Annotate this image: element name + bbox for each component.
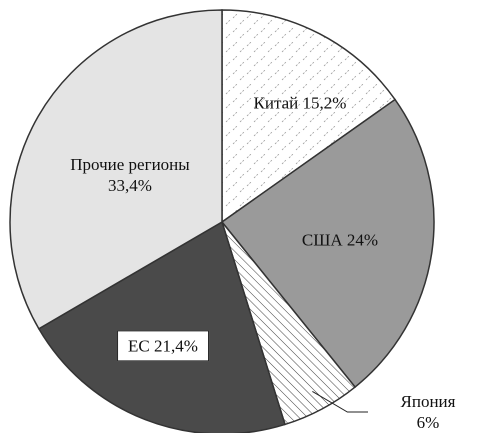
slice-label: Китай 15,2%: [254, 92, 347, 113]
slice-label: Прочие регионы 33,4%: [65, 154, 195, 197]
value-label: 6%: [416, 413, 440, 432]
value-label: 33,4%: [108, 176, 152, 195]
value-label: 15,2%: [302, 93, 347, 113]
slice-label: США 24%: [302, 229, 378, 250]
category-name: Япония: [400, 391, 456, 411]
category-name: Прочие регионы: [70, 154, 190, 174]
category-name: США: [301, 230, 343, 250]
value-label: 24%: [346, 230, 379, 250]
category-name: Китай: [253, 93, 299, 113]
leader-line: [312, 390, 368, 413]
pie-slice: [9, 9, 223, 330]
pie-slice: [220, 98, 435, 389]
value-label: 21,4%: [154, 336, 198, 356]
category-name: ЕС: [128, 336, 150, 356]
slice-label: ЕС 21,4%: [117, 330, 209, 362]
pie-slice: [221, 9, 397, 224]
slice-label: Япония 6%: [401, 391, 456, 433]
pie-slice: [37, 220, 286, 433]
